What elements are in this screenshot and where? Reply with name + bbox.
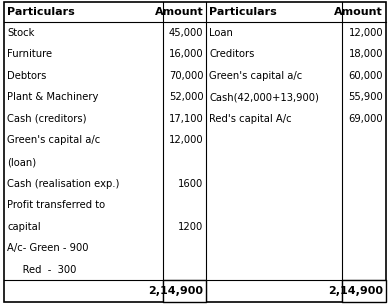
Text: 17,100: 17,100 <box>169 114 204 124</box>
Text: 70,000: 70,000 <box>169 71 204 81</box>
Text: Creditors: Creditors <box>209 49 255 59</box>
Text: 60,000: 60,000 <box>349 71 383 81</box>
Text: 55,900: 55,900 <box>348 92 383 102</box>
Text: 69,000: 69,000 <box>348 114 383 124</box>
Text: Green's capital a/c: Green's capital a/c <box>7 136 100 145</box>
Text: 45,000: 45,000 <box>169 28 204 38</box>
Text: 16,000: 16,000 <box>169 49 204 59</box>
Bar <box>163 281 206 302</box>
Text: Amount: Amount <box>155 7 204 17</box>
Text: Stock: Stock <box>7 28 34 38</box>
Text: Cash (realisation exp.): Cash (realisation exp.) <box>7 178 119 188</box>
Text: 1600: 1600 <box>178 178 204 188</box>
Text: 12,000: 12,000 <box>169 136 204 145</box>
Text: A/c- Green - 900: A/c- Green - 900 <box>7 243 89 253</box>
Text: Plant & Machinery: Plant & Machinery <box>7 92 98 102</box>
Text: capital: capital <box>7 222 41 232</box>
Text: 2,14,900: 2,14,900 <box>328 286 383 296</box>
Text: Furniture: Furniture <box>7 49 52 59</box>
Text: 52,000: 52,000 <box>169 92 204 102</box>
Text: Debtors: Debtors <box>7 71 46 81</box>
Text: Particulars: Particulars <box>7 7 75 17</box>
Text: Cash(42,000+13,900): Cash(42,000+13,900) <box>209 92 319 102</box>
Text: 18,000: 18,000 <box>349 49 383 59</box>
Text: Profit transferred to: Profit transferred to <box>7 200 105 210</box>
Text: Amount: Amount <box>334 7 383 17</box>
Text: (loan): (loan) <box>7 157 36 167</box>
Text: 2,14,900: 2,14,900 <box>149 286 204 296</box>
Text: Red  -  300: Red - 300 <box>7 265 76 275</box>
Text: 1200: 1200 <box>178 222 204 232</box>
Text: 12,000: 12,000 <box>348 28 383 38</box>
Text: Red's capital A/c: Red's capital A/c <box>209 114 292 124</box>
Text: Green's capital a/c: Green's capital a/c <box>209 71 303 81</box>
Text: Particulars: Particulars <box>209 7 277 17</box>
Text: Loan: Loan <box>209 28 233 38</box>
Bar <box>342 281 386 302</box>
Text: Cash (creditors): Cash (creditors) <box>7 114 87 124</box>
